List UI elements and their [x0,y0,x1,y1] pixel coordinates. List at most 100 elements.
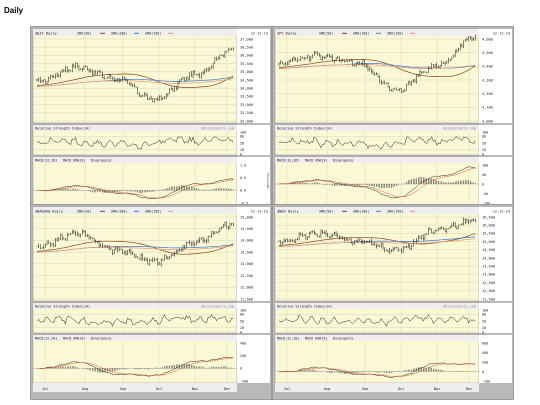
sma-50-line [278,59,476,78]
price-tick: 14,500 [240,227,253,231]
legend-label: SMA(100) [353,210,369,214]
macd-line [36,178,234,200]
legend-label: SMA(100) [111,210,127,214]
rsi-tick: 50 [482,319,486,323]
price-tick: 13,000 [482,273,495,277]
sma-50-line [36,73,234,88]
price-tick: 12,000 [240,286,253,290]
rsi-tick: 0 [482,330,484,334]
macd-tick: 50 [482,173,486,177]
chart-panel-ndx: $NDX Daily SMA(50) SMA(100) SMA(150) 12-12-2… [272,204,514,400]
rsi-tick: 20 [482,326,486,330]
macd-line [36,356,234,377]
macd-unit: Thousands [266,173,270,189]
symbol-label: $DJI Daily [35,32,57,36]
month-tick: Oct [398,387,405,391]
price-tick: 33,000 [240,103,253,107]
rsi-label: Relative Strength Index(14) [277,305,332,309]
macd-tick: 600 [482,341,488,345]
macd-tick: 400 [482,351,488,355]
price-tick: 4,500 [482,51,493,55]
date-label: 12-12-23 [251,210,268,214]
price-header [33,207,237,214]
legend-label: SMA(100) [353,32,369,36]
chart-panel-spy: SPY Daily SMA(50) SMA(100) SMA(150) 12-12-23… [272,26,514,222]
rsi-tick: 80 [240,135,244,139]
watermark: @StockCharts.com [201,127,234,131]
price-tick: 11,500 [240,297,253,301]
rsi-tick: 100 [240,308,246,312]
rsi-tick: 0 [240,152,242,156]
macd-tick: -100 [482,201,490,205]
price-tick: 36,000 [240,54,253,58]
macd-ema-label: MACD EMA(9) [305,159,327,163]
rsi-line [278,314,476,327]
rsi-tick: 100 [482,130,488,134]
rsi-tick: 20 [240,326,244,330]
price-tick: 34,500 [240,78,253,82]
macd-header [275,335,479,341]
price-area-scale [479,29,512,123]
macd-tick: -0.5 [240,201,248,205]
rsi-line [36,135,234,150]
month-tick: Nov [192,387,199,391]
price-tick: 4,300 [482,78,493,82]
rsi-tick: 80 [482,313,486,317]
rsi-header [33,125,237,131]
month-tick: Sep [362,387,369,391]
macd-tick: 200 [482,360,488,364]
watermark: @StockCharts.com [443,127,476,131]
chart-svg: $NASDAQ Daily SMA(50) SMA(100) SMA(150) 12-1… [31,205,271,399]
macd-area-scale [237,335,270,383]
price-area [274,206,480,302]
price-tick: 13,500 [482,265,495,269]
date-label: 12-12-23 [493,210,510,214]
macd-area-scale [479,157,512,205]
price-tick: 16,000 [482,224,495,228]
price-area-scale [237,207,270,301]
watermark: @StockCharts.com [443,305,476,309]
date-label: 12-12-23 [251,32,268,36]
macd-tick: 0.0 [240,189,246,193]
price-tick: 16,500 [482,215,495,219]
month-tick: Sep [120,387,127,391]
rsi-tick: 20 [482,148,486,152]
price-header [275,29,479,36]
symbol-label: $NDX Daily [277,210,299,214]
price-tick: 15,000 [482,240,495,244]
rsi-label: Relative Strength Index(14) [35,305,90,309]
macd-tick: 100 [482,163,488,167]
macd-signal-line [278,168,476,197]
price-tick: 32,500 [240,111,253,115]
macd-header [33,157,237,163]
rsi-tick: 50 [240,141,244,145]
price-tick: 13,000 [240,262,253,266]
month-axis [275,383,479,392]
price-area [32,28,238,124]
macd-tick: -200 [482,379,490,383]
rsi-area-scale [479,303,512,333]
rsi-area-scale [237,125,270,155]
sma-150-line [36,245,234,253]
month-tick: Jul [284,387,291,391]
rsi-line [278,136,476,150]
macd-div-label: Divergence [91,159,111,163]
rsi-tick: 20 [240,148,244,152]
sma-150-line [36,78,234,87]
price-tick: 32,000 [240,119,253,123]
price-tick: 36,500 [240,46,253,50]
macd-label: MACD(12,26) [35,159,57,163]
price-tick: 4,000 [482,119,493,123]
month-tick: Aug [324,387,331,391]
rsi-tick: 0 [240,330,242,334]
symbol-label: $NASDAQ Daily [35,210,64,214]
macd-div-label: Divergence [91,337,111,341]
rsi-header [275,125,479,131]
price-tick: 35,500 [240,62,253,66]
price-area-scale [479,207,512,301]
price-tick: 12,500 [240,274,253,278]
macd-tick: -50 [482,192,488,196]
price-tick: 14,000 [482,256,495,260]
month-tick: Oct [156,387,163,391]
macd-div-label: Divergence [333,337,353,341]
